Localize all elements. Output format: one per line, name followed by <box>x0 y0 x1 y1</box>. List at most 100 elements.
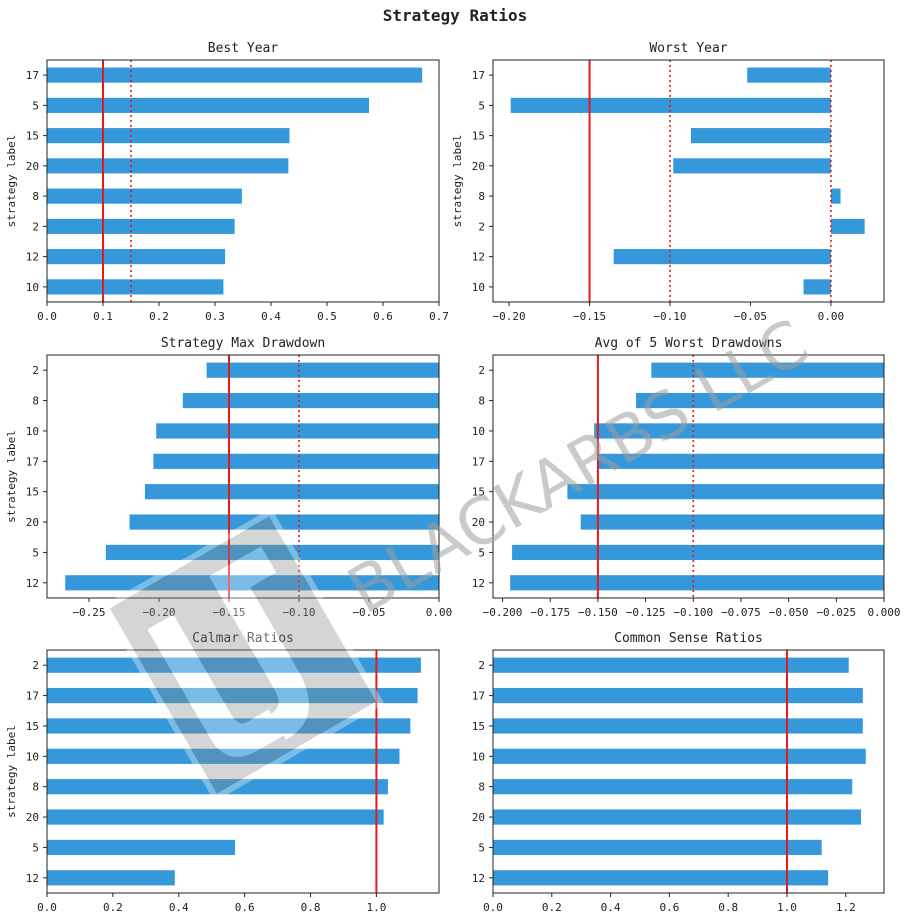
ytick-label: 10 <box>472 281 485 294</box>
panel-title: Calmar Ratios <box>192 631 294 646</box>
bar-12 <box>65 575 439 591</box>
chart-panel-3: 2 8 10 17 15 20 5 12 −0.25 −0.20 −0.15 −0.10 −0.05 0.… <box>5 336 452 619</box>
bar-12 <box>510 575 884 591</box>
bar-12 <box>47 870 175 886</box>
bar-8 <box>830 188 841 204</box>
xtick-label: 1.0 <box>366 901 386 914</box>
ytick-label: 17 <box>26 690 39 703</box>
xtick-label: −0.200 <box>483 606 523 619</box>
bar-2 <box>651 362 884 378</box>
bar-10 <box>47 748 400 764</box>
ytick-label: 8 <box>32 781 39 794</box>
ytick-label: 15 <box>472 130 485 143</box>
bar-2 <box>830 218 865 234</box>
xtick-label: 0.2 <box>103 901 123 914</box>
xtick-label: 0.8 <box>718 901 738 914</box>
ytick-label: 8 <box>478 395 485 408</box>
ytick-label: 17 <box>26 455 39 468</box>
axes-frame <box>492 649 885 894</box>
ytick-label: 20 <box>472 811 485 824</box>
ytick-label: 15 <box>472 720 485 733</box>
xtick-label: −0.20 <box>142 606 175 619</box>
ytick-label: 10 <box>26 425 39 438</box>
bar-10 <box>803 279 831 295</box>
ytick-label: 20 <box>26 811 39 824</box>
bar-20 <box>493 809 862 825</box>
bar-15 <box>145 484 439 500</box>
ytick-label: 10 <box>26 750 39 763</box>
y-axis-label: strategy label <box>5 725 18 818</box>
ytick-label: 15 <box>26 720 39 733</box>
ytick-label: 20 <box>472 160 485 173</box>
y-axis-label: strategy label <box>5 430 18 523</box>
xtick-label: −0.050 <box>769 606 809 619</box>
bar-20 <box>673 158 831 174</box>
bar-10 <box>493 748 866 764</box>
bar-5 <box>510 97 831 113</box>
ytick-label: 2 <box>32 659 39 672</box>
ytick-label: 15 <box>26 130 39 143</box>
axes-frame <box>46 649 440 894</box>
ytick-label: 17 <box>26 69 39 82</box>
ytick-label: 12 <box>26 577 39 590</box>
bar-17 <box>597 453 884 469</box>
ytick-label: 5 <box>32 841 39 854</box>
bar-17 <box>47 67 423 83</box>
xtick-label: −0.150 <box>578 606 618 619</box>
bar-15 <box>47 718 411 734</box>
xtick-label: 0.4 <box>169 901 189 914</box>
ytick-label: 20 <box>26 516 39 529</box>
ytick-label: 12 <box>472 251 485 264</box>
xtick-label: 0.4 <box>261 310 281 323</box>
axes-frame <box>46 354 440 599</box>
bar-2 <box>493 657 849 673</box>
bar-20 <box>47 158 289 174</box>
y-axis-label: strategy label <box>451 135 464 228</box>
chart-panel-1: 17 5 15 20 8 2 12 10 0.0 0.1 0.2 0.3 0.4 0.5 0.6 0.7 Bes… <box>5 41 449 323</box>
bar-20 <box>129 514 439 530</box>
ytick-label: 12 <box>472 577 485 590</box>
ytick-label: 2 <box>478 220 485 233</box>
xtick-label: 0.0 <box>37 310 57 323</box>
xtick-label: 1.2 <box>836 901 856 914</box>
xtick-label: 0.8 <box>301 901 321 914</box>
bar-2 <box>47 218 235 234</box>
ytick-label: 12 <box>472 872 485 885</box>
xtick-label: −0.25 <box>72 606 105 619</box>
xtick-label: −0.100 <box>673 606 713 619</box>
xtick-label: −0.10 <box>282 606 315 619</box>
bar-15 <box>690 128 831 144</box>
bar-12 <box>613 249 831 265</box>
xtick-label: −0.175 <box>530 606 570 619</box>
chart-panel-5: 2 17 15 10 8 20 5 12 0.0 0.2 0.4 0.6 0.8 1.0 Calmar Ra… <box>5 631 440 914</box>
bar-5 <box>47 97 369 113</box>
xtick-label: −0.075 <box>721 606 761 619</box>
bar-17 <box>47 687 418 704</box>
ytick-label: 2 <box>32 364 39 377</box>
bar-20 <box>580 514 884 530</box>
bar-5 <box>105 544 440 561</box>
panel-title: Avg of 5 Worst Drawdowns <box>595 336 783 351</box>
ytick-label: 8 <box>32 190 39 203</box>
ytick-label: 5 <box>478 841 485 854</box>
ytick-label: 10 <box>472 425 485 438</box>
xtick-label: 0.3 <box>205 310 225 323</box>
xtick-label: 0.1 <box>93 310 113 323</box>
xtick-label: 0.0 <box>483 901 503 914</box>
xtick-label: 0.00 <box>426 606 453 619</box>
ytick-label: 10 <box>26 281 39 294</box>
ytick-label: 17 <box>472 455 485 468</box>
ytick-label: 10 <box>472 750 485 763</box>
figure-title: Strategy Ratios <box>382 6 528 25</box>
bar-5 <box>512 544 884 561</box>
xtick-label: −0.20 <box>493 310 526 323</box>
xtick-label: 0.2 <box>542 901 562 914</box>
bar-8 <box>182 392 440 409</box>
ytick-label: 20 <box>26 160 39 173</box>
bar-10 <box>47 279 224 295</box>
panel-title: Common Sense Ratios <box>614 631 763 646</box>
ytick-label: 15 <box>472 486 485 499</box>
bar-5 <box>493 839 822 856</box>
bar-15 <box>493 718 863 734</box>
bar-5 <box>47 839 236 856</box>
